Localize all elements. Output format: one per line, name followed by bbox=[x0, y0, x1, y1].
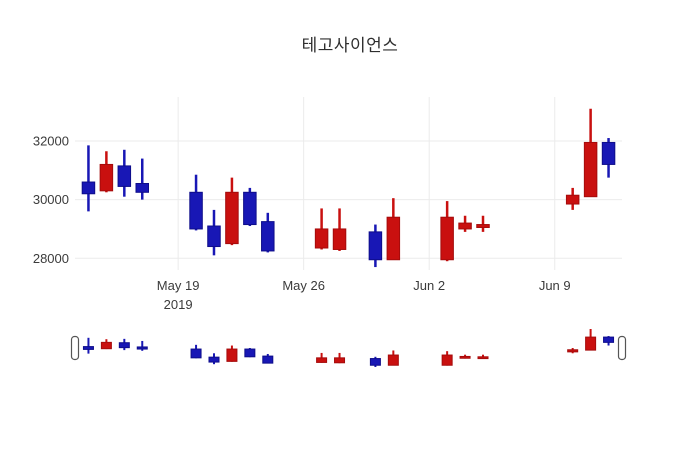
candle-2019-06-10[interactable] bbox=[565, 194, 580, 205]
x-tick-label: May 19 bbox=[157, 278, 200, 293]
candle-2019-06-11[interactable] bbox=[583, 141, 598, 198]
candle-2019-06-04[interactable] bbox=[458, 222, 472, 230]
candle-2019-06-12[interactable] bbox=[601, 141, 616, 165]
rangeslider-mini-candle-2019-05-31[interactable] bbox=[387, 354, 399, 366]
rangeslider-mini-candle-2019-06-11[interactable] bbox=[585, 336, 597, 351]
rangeslider-mini-candle-2019-05-30[interactable] bbox=[369, 358, 381, 366]
rangeslider-mini-candle-2019-06-10[interactable] bbox=[567, 349, 579, 353]
rangeslider-mini-candle-2019-05-23[interactable] bbox=[244, 348, 256, 358]
candle-2019-05-20[interactable] bbox=[189, 191, 203, 230]
candle-2019-05-14[interactable] bbox=[81, 181, 96, 195]
rangeslider-mini-candle-2019-05-21[interactable] bbox=[208, 356, 220, 363]
candle-2019-05-16[interactable] bbox=[117, 165, 132, 187]
y-tick-label: 30000 bbox=[33, 192, 69, 207]
y-tick-label: 28000 bbox=[33, 251, 69, 266]
y-tick-label: 32000 bbox=[33, 133, 69, 148]
rangeslider-mini-candle-2019-05-15[interactable] bbox=[100, 341, 112, 350]
rangeslider-left-handle[interactable] bbox=[70, 335, 80, 361]
rangeslider-mini-candle-2019-05-17[interactable] bbox=[136, 346, 148, 350]
rangeslider-mini-candle-2019-05-28[interactable] bbox=[334, 357, 346, 364]
rangeslider-mini-candle-2019-05-14[interactable] bbox=[82, 346, 94, 350]
rangeslider-mini-candle-2019-06-12[interactable] bbox=[603, 336, 615, 343]
candle-2019-05-15[interactable] bbox=[99, 163, 114, 192]
rangeslider-mini-candle-2019-06-05[interactable] bbox=[477, 356, 489, 360]
candle-2019-05-22[interactable] bbox=[225, 191, 239, 245]
candle-2019-05-27[interactable] bbox=[314, 228, 329, 249]
candle-2019-05-31[interactable] bbox=[386, 216, 401, 261]
candle-2019-05-21[interactable] bbox=[207, 225, 221, 248]
rangeslider-mini-candle-2019-05-22[interactable] bbox=[226, 348, 238, 362]
rangeslider-right-handle[interactable] bbox=[617, 335, 627, 361]
x-tick-sublabel: 2019 bbox=[164, 297, 193, 312]
candle-2019-05-28[interactable] bbox=[332, 228, 347, 250]
rangeslider-mini-candle-2019-05-24[interactable] bbox=[262, 355, 274, 364]
candle-2019-06-03[interactable] bbox=[440, 216, 454, 261]
candle-2019-05-24[interactable] bbox=[261, 221, 275, 252]
chart-title: 테고사이언스 bbox=[301, 36, 399, 55]
x-tick-label: May 26 bbox=[282, 278, 325, 293]
rangeslider-mini-candle-2019-06-04[interactable] bbox=[459, 355, 471, 359]
candle-2019-05-30[interactable] bbox=[368, 231, 383, 261]
rangeslider-mini-candle-2019-05-27[interactable] bbox=[316, 357, 328, 363]
rangeslider-mini-candle-2019-06-03[interactable] bbox=[441, 354, 453, 366]
x-tick-label: Jun 9 bbox=[539, 278, 571, 293]
x-tick-label: Jun 2 bbox=[413, 278, 445, 293]
candle-2019-06-05[interactable] bbox=[476, 224, 490, 228]
rangeslider-mini-candle-2019-05-20[interactable] bbox=[190, 348, 202, 359]
candle-2019-05-17[interactable] bbox=[135, 183, 150, 193]
rangeslider-mini-candle-2019-05-16[interactable] bbox=[118, 342, 130, 349]
candle-2019-05-23[interactable] bbox=[243, 191, 257, 226]
